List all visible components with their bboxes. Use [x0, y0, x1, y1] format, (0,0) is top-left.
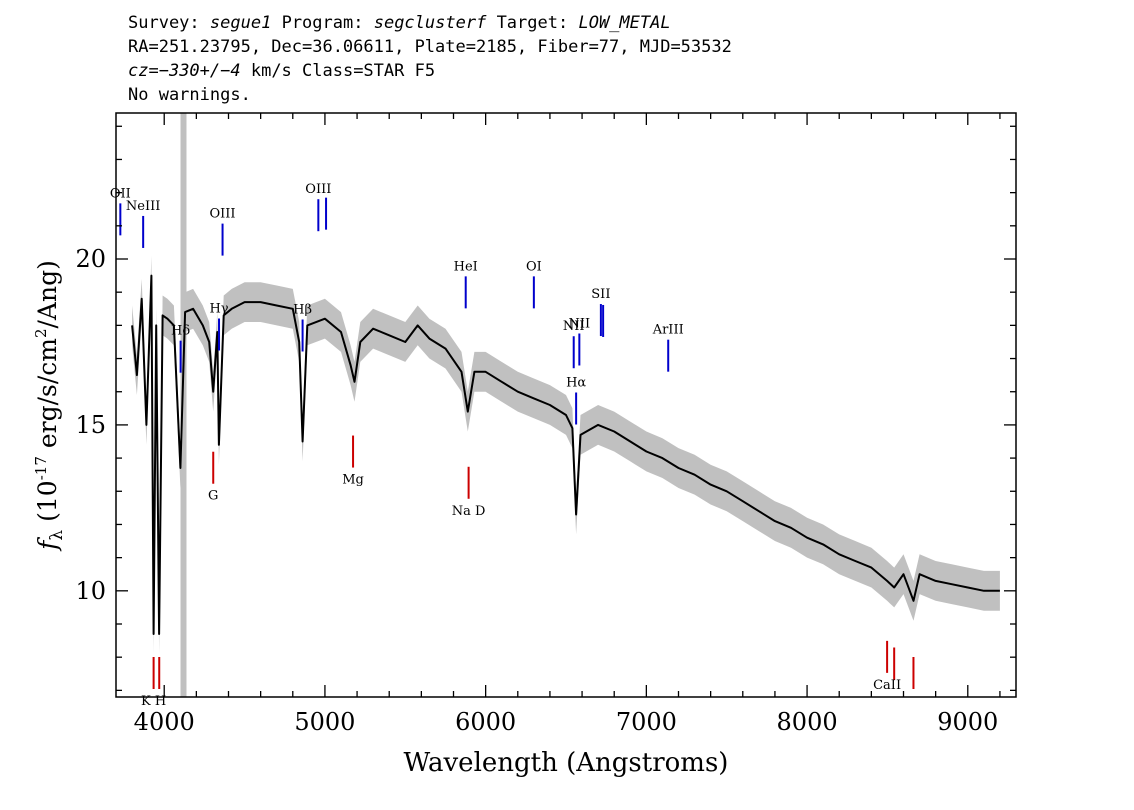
absorption-line-label: Na D [452, 504, 486, 519]
absorption-line-label: Mg [342, 473, 364, 488]
x-tick-label: 7000 [616, 708, 677, 736]
header-line-3: cz=−330+/−4 km/s Class=STAR F5 [128, 60, 435, 82]
masked-region [180, 113, 187, 697]
emission-line-label: OIII [210, 207, 236, 222]
emission-line-label: NII [563, 319, 585, 334]
cz-prefix: cz= [128, 61, 159, 81]
absorption-line-label: G [208, 489, 218, 504]
header-line-1: Survey: segue1 Program: segclusterf Targ… [128, 12, 671, 34]
emission-line-label: Hα [566, 376, 586, 391]
y-tick-label: 15 [75, 411, 106, 439]
x-tick-label: 5000 [294, 708, 355, 736]
y-tick-label: 20 [75, 245, 106, 273]
target-value: LOW_METAL [578, 13, 671, 33]
x-tick-label: 9000 [937, 708, 998, 736]
target-label: Target: [496, 13, 569, 33]
y-axis-label: fλ (10-17 erg/s/cm2/Ang) [32, 260, 67, 552]
noise-band-layer [132, 113, 1000, 697]
program-value: segclusterf [373, 13, 487, 33]
cz-class: km/s Class=STAR F5 [240, 61, 436, 81]
x-tick-label: 6000 [455, 708, 516, 736]
flux-layer [131, 274, 1000, 635]
emission-line-label: Hγ [209, 302, 228, 317]
emission-line-label: SII [591, 287, 610, 302]
axis-ticks: 4000 5000 6000 7000 8000 9000 10 15 20 [75, 113, 1016, 736]
emission-line-label: OI [526, 259, 542, 274]
emission-line-label: Hδ [171, 324, 190, 339]
absorption-line-label: CaII [873, 678, 901, 693]
header-line-2: RA=251.23795, Dec=36.06611, Plate=2185, … [128, 37, 732, 57]
x-tick-label: 4000 [134, 708, 195, 736]
header-line-4: No warnings. [128, 85, 251, 105]
survey-value: segue1 [209, 13, 272, 33]
plot-frame [115, 112, 1017, 698]
emission-line-label: Hβ [293, 303, 312, 318]
y-tick-label: 10 [75, 577, 106, 605]
cz-value: −330+/−4 [158, 61, 241, 81]
survey-label: Survey: [128, 13, 200, 33]
program-label: Program: [281, 13, 364, 33]
noise-band [132, 255, 1000, 654]
emission-line-label: HeI [454, 259, 478, 274]
emission-line-label: OII [110, 186, 131, 201]
emission-line-label: NeIII [126, 199, 160, 214]
emission-line-label: NII [569, 317, 591, 332]
x-tick-label: 8000 [777, 708, 838, 736]
x-axis-label: Wavelength (Angstroms) [404, 748, 729, 778]
emission-line-label: OIII [305, 182, 331, 197]
emission-line-label: ArIII [652, 323, 684, 338]
flux-line [131, 274, 1000, 635]
